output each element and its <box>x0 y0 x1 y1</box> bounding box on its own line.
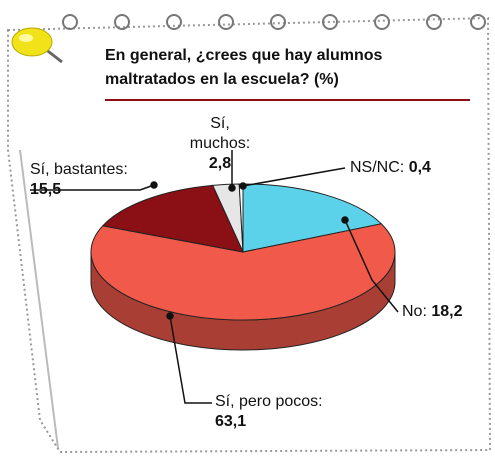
label: Sí, bastantes: 15,5 <box>30 160 150 200</box>
value-label: 2,8 <box>208 155 232 172</box>
label: No: 18,2 <box>402 302 463 322</box>
label: Sí, muchos: 2,8 <box>180 114 260 174</box>
slice <box>101 184 244 253</box>
label: Sí, pero pocos: 63,1 <box>215 392 325 432</box>
rings <box>62 14 486 30</box>
category-label: No: <box>402 303 427 320</box>
value-label: 18,2 <box>431 303 463 320</box>
category-label: Sí, pero pocos: <box>215 393 323 410</box>
label: NS/NC: 0,4 <box>350 158 431 178</box>
pin <box>11 27 63 64</box>
slice <box>90 223 396 321</box>
value-label: 15,5 <box>30 181 62 198</box>
category-label: Sí, bastantes: <box>30 161 128 178</box>
paper-fold <box>19 149 59 449</box>
category-label: NS/NC: <box>350 159 405 176</box>
value-label: 63,1 <box>215 413 247 430</box>
value-label: 0,4 <box>408 159 431 176</box>
leaders <box>30 150 399 404</box>
chart-title: En general, ¿crees que hay alumnos maltr… <box>105 47 383 88</box>
category-label: Sí, muchos: <box>189 115 251 152</box>
slice <box>242 183 383 253</box>
pie <box>90 183 396 351</box>
